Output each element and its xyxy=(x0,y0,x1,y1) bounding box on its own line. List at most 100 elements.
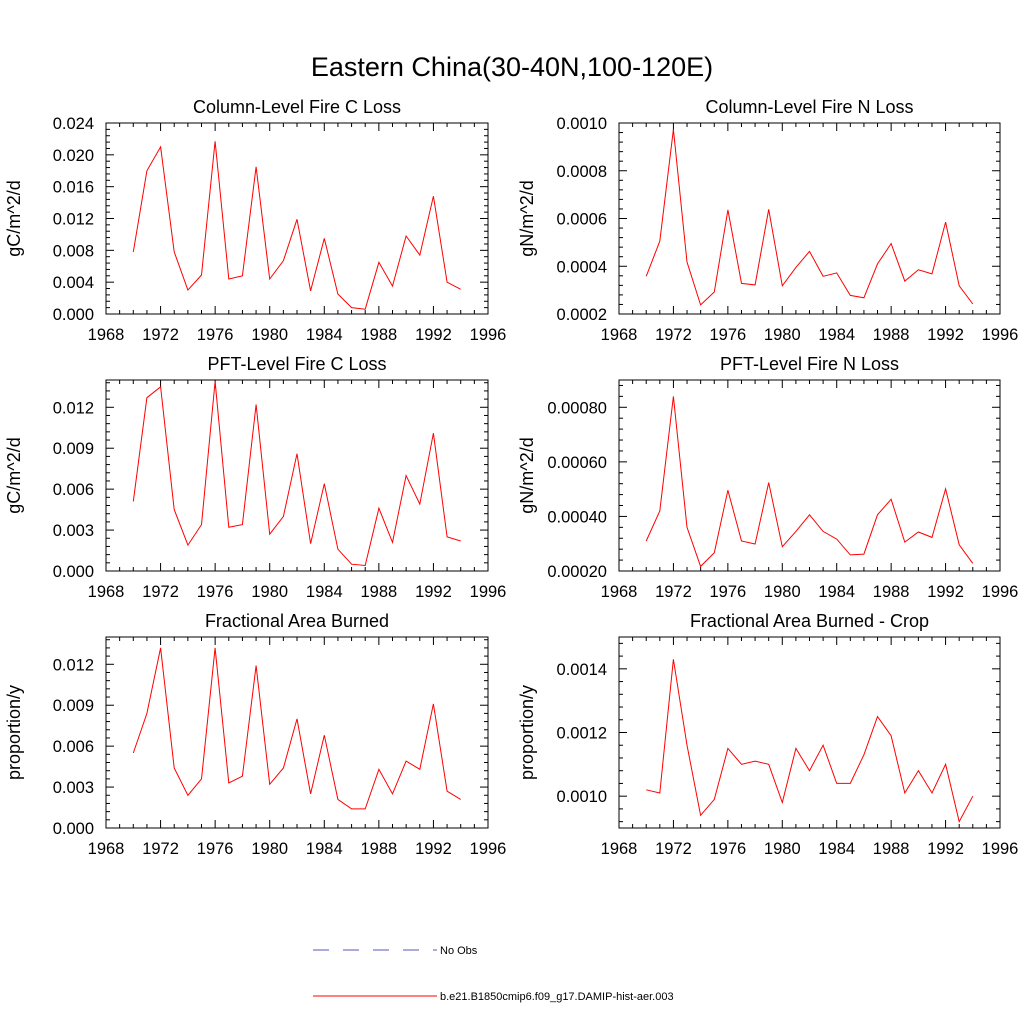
x-tick-label: 1976 xyxy=(709,326,746,344)
y-tick-label: 0.012 xyxy=(53,399,94,417)
panel-title: Column-Level Fire C Loss xyxy=(193,97,401,117)
x-tick-label: 1972 xyxy=(142,583,179,601)
legend-label-model: b.e21.B1850cmip6.f09_g17.DAMIP-hist-aer.… xyxy=(440,991,674,1003)
x-tick-label: 1984 xyxy=(306,326,343,344)
x-tick-label: 1992 xyxy=(415,583,452,601)
x-tick-label: 1992 xyxy=(927,326,964,344)
x-tick-label: 1968 xyxy=(601,840,638,858)
x-tick-label: 1992 xyxy=(415,326,452,344)
legend-label-no-obs: No Obs xyxy=(440,945,478,957)
series-line xyxy=(132,647,461,810)
x-tick-label: 1972 xyxy=(142,840,179,858)
x-tick-label: 1976 xyxy=(197,326,234,344)
plot-frame xyxy=(105,122,489,315)
panel-title: Fractional Area Burned xyxy=(205,611,389,631)
x-tick-label: 1996 xyxy=(470,326,507,344)
legend: No Obs b.e21.B1850cmip6.f09_g17.DAMIP-hi… xyxy=(313,945,674,1003)
plot-frame xyxy=(618,636,1001,829)
x-tick-label: 1996 xyxy=(470,583,507,601)
y-axis-label: proportion/y xyxy=(4,685,24,780)
y-tick-label: 0.0014 xyxy=(557,661,607,679)
y-tick-label: 0.0010 xyxy=(557,115,607,133)
panel-1: Column-Level Fire C Loss gC/m^2/d 1968 1972… xyxy=(4,97,506,344)
y-tick-label: 0.012 xyxy=(53,211,94,229)
y-axis-label: gC/m^2/d xyxy=(4,437,24,513)
panel-title: PFT-Level Fire C Loss xyxy=(207,354,386,374)
x-tick-label: 1984 xyxy=(818,840,855,858)
x-tick-label: 1988 xyxy=(873,840,910,858)
panels: Column-Level Fire C Loss gC/m^2/d 1968 1972… xyxy=(4,97,1018,858)
plot-frame xyxy=(105,636,489,829)
y-tick-label: 0.009 xyxy=(53,697,94,715)
y-tick-label: 0.003 xyxy=(53,522,94,540)
y-tick-label: 0.024 xyxy=(53,115,94,133)
x-tick-label: 1988 xyxy=(360,326,397,344)
y-axis-label: gN/m^2/d xyxy=(517,180,537,256)
x-tick-label: 1996 xyxy=(470,840,507,858)
series-line xyxy=(132,381,461,567)
x-tick-label: 1980 xyxy=(251,326,288,344)
y-tick-label: 0.012 xyxy=(53,656,94,674)
panel-2: Column-Level Fire N Loss gN/m^2/d 1968 1972… xyxy=(517,97,1018,344)
y-tick-label: 0.009 xyxy=(53,440,94,458)
y-tick-label: 0.0002 xyxy=(557,306,607,324)
x-tick-label: 1984 xyxy=(818,583,855,601)
x-tick-label: 1984 xyxy=(306,583,343,601)
x-tick-label: 1996 xyxy=(982,326,1019,344)
y-tick-label: 0.006 xyxy=(53,481,94,499)
x-tick-label: 1984 xyxy=(306,840,343,858)
x-tick-label: 1980 xyxy=(764,326,801,344)
y-axis-label: proportion/y xyxy=(517,685,537,780)
y-tick-label: 0.000 xyxy=(53,820,94,838)
x-tick-label: 1992 xyxy=(927,840,964,858)
x-tick-label: 1976 xyxy=(197,583,234,601)
x-tick-label: 1968 xyxy=(601,583,638,601)
x-tick-label: 1972 xyxy=(655,326,692,344)
panel-6: Fractional Area Burned - Crop proportion/… xyxy=(517,611,1018,858)
x-tick-label: 1968 xyxy=(88,326,125,344)
y-tick-label: 0.00020 xyxy=(547,563,607,581)
x-tick-label: 1988 xyxy=(873,326,910,344)
y-tick-label: 0.020 xyxy=(53,147,94,165)
y-tick-label: 0.00080 xyxy=(547,399,607,417)
y-tick-label: 0.0008 xyxy=(557,163,607,181)
x-tick-label: 1968 xyxy=(601,326,638,344)
x-tick-label: 1976 xyxy=(197,840,234,858)
y-tick-label: 0.006 xyxy=(53,738,94,756)
panel-title: PFT-Level Fire N Loss xyxy=(720,354,899,374)
x-tick-label: 1996 xyxy=(982,583,1019,601)
y-tick-label: 0.003 xyxy=(53,779,94,797)
x-tick-label: 1988 xyxy=(873,583,910,601)
x-tick-label: 1968 xyxy=(88,583,125,601)
y-tick-label: 0.004 xyxy=(53,274,94,292)
panel-5: Fractional Area Burned proportion/y 1968 19… xyxy=(4,611,506,858)
panel-title: Column-Level Fire N Loss xyxy=(705,97,913,117)
y-axis-label: gC/m^2/d xyxy=(4,180,24,256)
x-tick-label: 1976 xyxy=(709,840,746,858)
y-tick-label: 0.00060 xyxy=(547,454,607,472)
figure-title: Eastern China(30-40N,100-120E) xyxy=(311,52,713,82)
series-line xyxy=(645,129,974,306)
series-line xyxy=(646,659,974,823)
x-tick-label: 1972 xyxy=(655,840,692,858)
plot-frame xyxy=(618,379,1001,572)
y-tick-label: 0.0010 xyxy=(557,788,607,806)
panel-4: PFT-Level Fire N Loss gN/m^2/d 1968 1972 197… xyxy=(517,354,1018,601)
x-tick-label: 1980 xyxy=(251,840,288,858)
x-tick-label: 1972 xyxy=(655,583,692,601)
x-tick-label: 1980 xyxy=(764,840,801,858)
x-tick-label: 1988 xyxy=(360,840,397,858)
panel-title: Fractional Area Burned - Crop xyxy=(690,611,929,631)
x-tick-label: 1996 xyxy=(982,840,1019,858)
series-line xyxy=(132,141,461,310)
x-tick-label: 1992 xyxy=(927,583,964,601)
x-tick-label: 1976 xyxy=(709,583,746,601)
x-tick-label: 1980 xyxy=(764,583,801,601)
y-tick-label: 0.0012 xyxy=(557,725,607,743)
x-tick-label: 1988 xyxy=(360,583,397,601)
y-axis-label: gN/m^2/d xyxy=(517,437,537,513)
x-tick-label: 1992 xyxy=(415,840,452,858)
x-tick-label: 1980 xyxy=(251,583,288,601)
y-tick-label: 0.016 xyxy=(53,179,94,197)
